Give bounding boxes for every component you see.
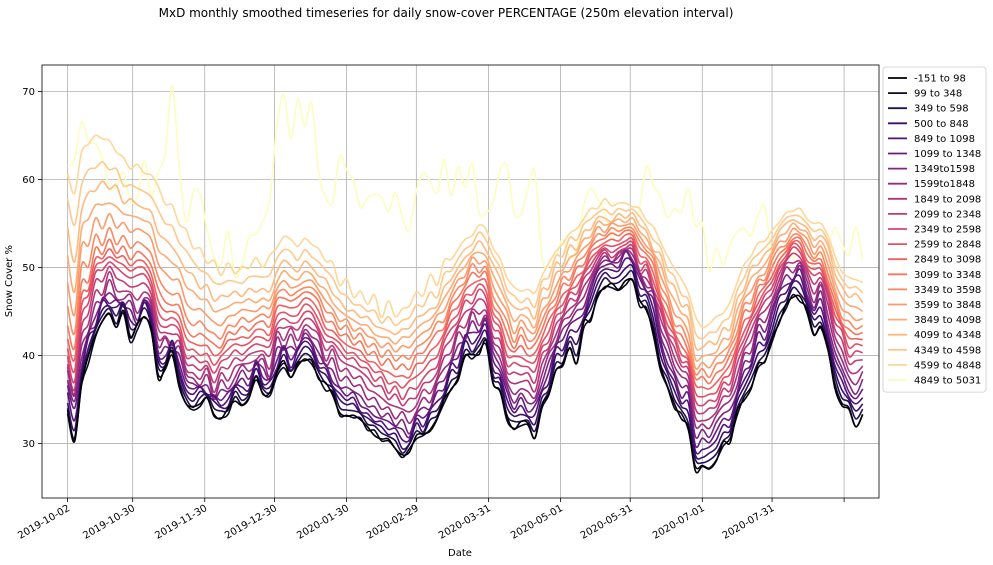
x-tick-label: 2020-01-30 <box>295 503 351 542</box>
legend-label: 1099 to 1348 <box>914 149 981 160</box>
series-line <box>66 226 864 379</box>
series-line <box>66 161 864 340</box>
series-line <box>67 85 864 283</box>
legend-label: 1849 to 2098 <box>914 194 981 205</box>
legend-label: 4849 to 5031 <box>914 376 981 387</box>
legend-label: 2849 to 3098 <box>914 255 981 266</box>
series-line <box>66 232 863 390</box>
x-tick-label: 2020-07-01 <box>651 503 707 542</box>
x-tick-label: 2020-02-29 <box>365 503 421 542</box>
legend-label: 4599 to 4848 <box>914 360 981 371</box>
legend-label: 99 to 348 <box>914 89 962 100</box>
x-tick-label: 2020-05-01 <box>509 503 565 542</box>
series-line <box>66 247 864 423</box>
legend-label: 2599 to 2848 <box>914 240 981 251</box>
y-tick-label: 40 <box>22 351 35 362</box>
series-line <box>66 278 864 474</box>
x-axis: 2019-10-02 2019-10-30 2019-11-30 2019-12-30… <box>16 498 845 542</box>
legend: -151 to 98 99 to 348 349 to 598 500 to 848 8… <box>882 66 987 393</box>
x-tick-label: 2019-10-02 <box>16 503 72 542</box>
legend-label: -151 to 98 <box>914 74 966 85</box>
series-line <box>66 237 863 398</box>
series-line <box>66 240 863 407</box>
y-axis: 30 40 50 60 70 <box>22 87 42 450</box>
legend-label: 3349 to 3598 <box>914 285 981 296</box>
x-tick-label: 2020-07-31 <box>721 503 777 542</box>
y-tick-label: 30 <box>22 439 35 450</box>
series-line <box>66 269 864 465</box>
series-line <box>66 134 864 329</box>
x-tick-label: 2019-12-30 <box>223 503 279 542</box>
legend-label: 2099 to 2348 <box>914 209 981 220</box>
legend-box <box>882 66 987 393</box>
y-tick-label: 70 <box>22 87 35 98</box>
legend-label: 2349 to 2598 <box>914 225 981 236</box>
series-line <box>66 229 863 385</box>
y-tick-label: 50 <box>22 263 35 274</box>
legend-label: 3599 to 3848 <box>914 300 981 311</box>
y-tick-label: 60 <box>22 175 35 186</box>
legend-label: 4099 to 4348 <box>914 330 981 341</box>
legend-label: 500 to 848 <box>914 119 969 130</box>
legend-label: 349 to 598 <box>914 104 969 115</box>
x-tick-label: 2019-11-30 <box>153 503 209 542</box>
series-line <box>66 257 864 455</box>
series-lines <box>66 85 864 474</box>
x-axis-label: Date <box>448 548 472 559</box>
legend-label: 1599to1848 <box>914 179 975 190</box>
legend-label: 849 to 1098 <box>914 134 975 145</box>
legend-label: 4349 to 4598 <box>914 345 981 356</box>
y-axis-label: Snow Cover % <box>4 245 15 317</box>
x-tick-label: 2019-10-30 <box>81 503 137 542</box>
legend-label: 3099 to 3348 <box>914 270 981 281</box>
series-line <box>66 263 864 460</box>
x-tick-label: 2020-03-31 <box>437 503 493 542</box>
legend-label: 3849 to 4098 <box>914 315 981 326</box>
series-line <box>66 212 863 370</box>
chart-title: MxD monthly smoothed timeseries for dail… <box>159 6 734 20</box>
series-line <box>66 243 863 415</box>
legend-label: 1349to1598 <box>914 164 975 175</box>
series-line <box>66 202 864 362</box>
plot-frame <box>41 64 880 499</box>
x-tick-label: 2020-05-31 <box>579 503 635 542</box>
series-line <box>66 180 864 351</box>
